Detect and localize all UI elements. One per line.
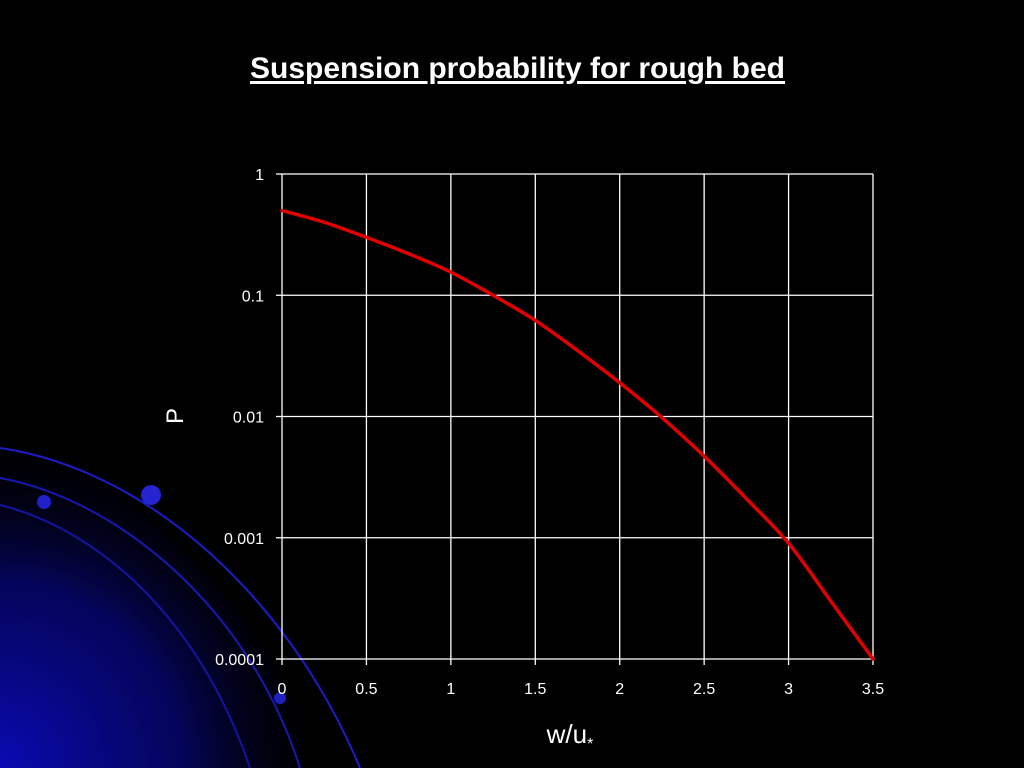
background-glow bbox=[0, 430, 330, 768]
y-tick-label: 0.01 bbox=[233, 410, 264, 427]
decor-arc bbox=[0, 504, 251, 768]
y-axis-label: P bbox=[162, 408, 189, 424]
x-tick-label: 2.5 bbox=[693, 681, 715, 698]
y-tick-label: 1 bbox=[255, 167, 264, 184]
series-layer bbox=[280, 208, 875, 661]
decor-arc bbox=[0, 447, 361, 768]
y-tick-label: 0.1 bbox=[242, 288, 264, 305]
x-tick-label: 1 bbox=[446, 681, 455, 698]
x-tick-label: 3 bbox=[784, 681, 793, 698]
y-tick-label: 0.0001 bbox=[215, 652, 264, 669]
x-tick-label: 1.5 bbox=[524, 681, 546, 698]
y-tick-labels: 1 0.1 0.01 0.001 0.0001 bbox=[215, 167, 264, 669]
decor-dot bbox=[37, 495, 51, 509]
slide-title: Suspension probability for rough bed bbox=[250, 52, 786, 85]
x-tick-label: 2 bbox=[615, 681, 624, 698]
x-axis-label: w/u* bbox=[546, 719, 594, 753]
x-tick-labels: 0 0.5 1 1.5 2 2.5 3 3.5 bbox=[278, 681, 885, 698]
y-tick-label: 0.001 bbox=[224, 531, 264, 548]
x-axis-label-main: w/u bbox=[546, 719, 587, 749]
decor-dot bbox=[141, 485, 161, 505]
x-tick-label: 0 bbox=[278, 681, 287, 698]
series-line-0 bbox=[280, 208, 875, 661]
decor-dot bbox=[274, 692, 286, 704]
chart-grid bbox=[276, 173, 874, 665]
x-axis-label-subscript: * bbox=[587, 736, 593, 753]
x-tick-label: 3.5 bbox=[862, 681, 884, 698]
x-tick-label: 0.5 bbox=[355, 681, 377, 698]
decor-arc bbox=[0, 477, 301, 768]
